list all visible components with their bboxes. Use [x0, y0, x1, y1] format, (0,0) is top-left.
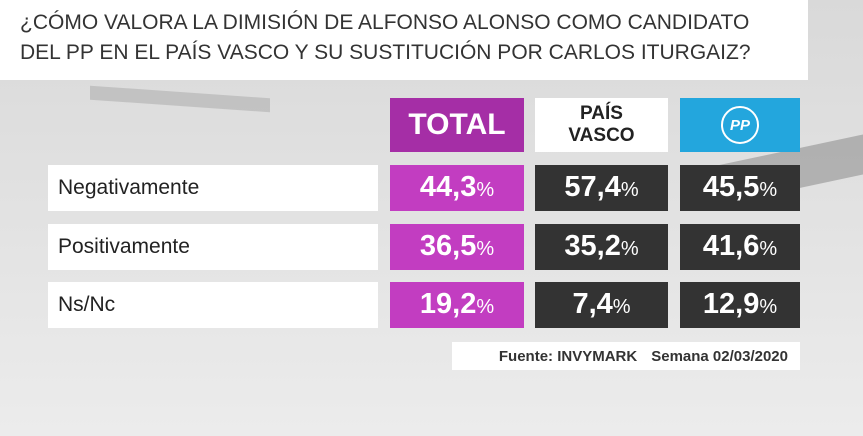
column-header: TOTAL — [390, 98, 524, 152]
value-cell: 7,4% — [535, 282, 668, 328]
value-unit: % — [759, 238, 778, 260]
logo-text: PP — [729, 116, 750, 134]
value-cell: 35,2% — [535, 224, 668, 270]
value-number: 45,5 — [702, 171, 760, 203]
value-cell: 57,4% — [535, 165, 668, 211]
value-unit: % — [620, 179, 639, 201]
header-text: VASCO — [568, 125, 635, 146]
value-cell: 12,9% — [680, 282, 800, 328]
value-unit: % — [612, 296, 631, 318]
title-box: ¿CÓMO VALORA LA DIMISIÓN DE ALFONSO ALON… — [0, 0, 808, 80]
value-number: 44,3 — [419, 171, 477, 203]
row-label: Positivamente — [48, 224, 378, 270]
background-stripe — [90, 85, 270, 113]
pp-logo: PP — [721, 106, 759, 144]
footer: Fuente: INVYMARK Semana 02/03/2020 — [452, 342, 800, 370]
header-text: PAÍS — [580, 103, 623, 124]
date: Semana 02/03/2020 — [651, 347, 788, 365]
row-label: Negativamente — [48, 165, 378, 211]
value-number: 41,6 — [702, 230, 760, 262]
value-cell: 36,5% — [390, 224, 524, 270]
value-unit: % — [620, 238, 639, 260]
value-number: 57,4 — [564, 171, 621, 203]
value-unit: % — [759, 179, 778, 201]
value-cell: 19,2% — [390, 282, 524, 328]
value-cell: 41,6% — [680, 224, 800, 270]
value-number: 7,4 — [572, 288, 613, 320]
value-cell: 45,5% — [680, 165, 800, 211]
value-number: 12,9 — [702, 288, 760, 320]
value-number: 36,5 — [419, 230, 477, 262]
value-number: 35,2 — [564, 230, 621, 262]
source: Fuente: INVYMARK — [498, 347, 638, 365]
header-text: TOTAL — [408, 108, 506, 141]
value-unit: % — [759, 296, 778, 318]
value-unit: % — [476, 296, 495, 318]
column-header: PAÍS VASCO — [535, 98, 668, 152]
value-number: 19,2 — [419, 288, 477, 320]
title-line: ¿CÓMO VALORA LA DIMISIÓN DE ALFONSO ALON… — [20, 11, 750, 34]
value-cell: 44,3% — [390, 165, 524, 211]
title-line: DEL PP EN EL PAÍS VASCO Y SU SUSTITUCIÓN… — [20, 41, 751, 64]
column-header: PP — [680, 98, 800, 152]
value-unit: % — [476, 179, 495, 201]
row-label: Ns/Nc — [48, 282, 378, 328]
value-unit: % — [476, 238, 495, 260]
